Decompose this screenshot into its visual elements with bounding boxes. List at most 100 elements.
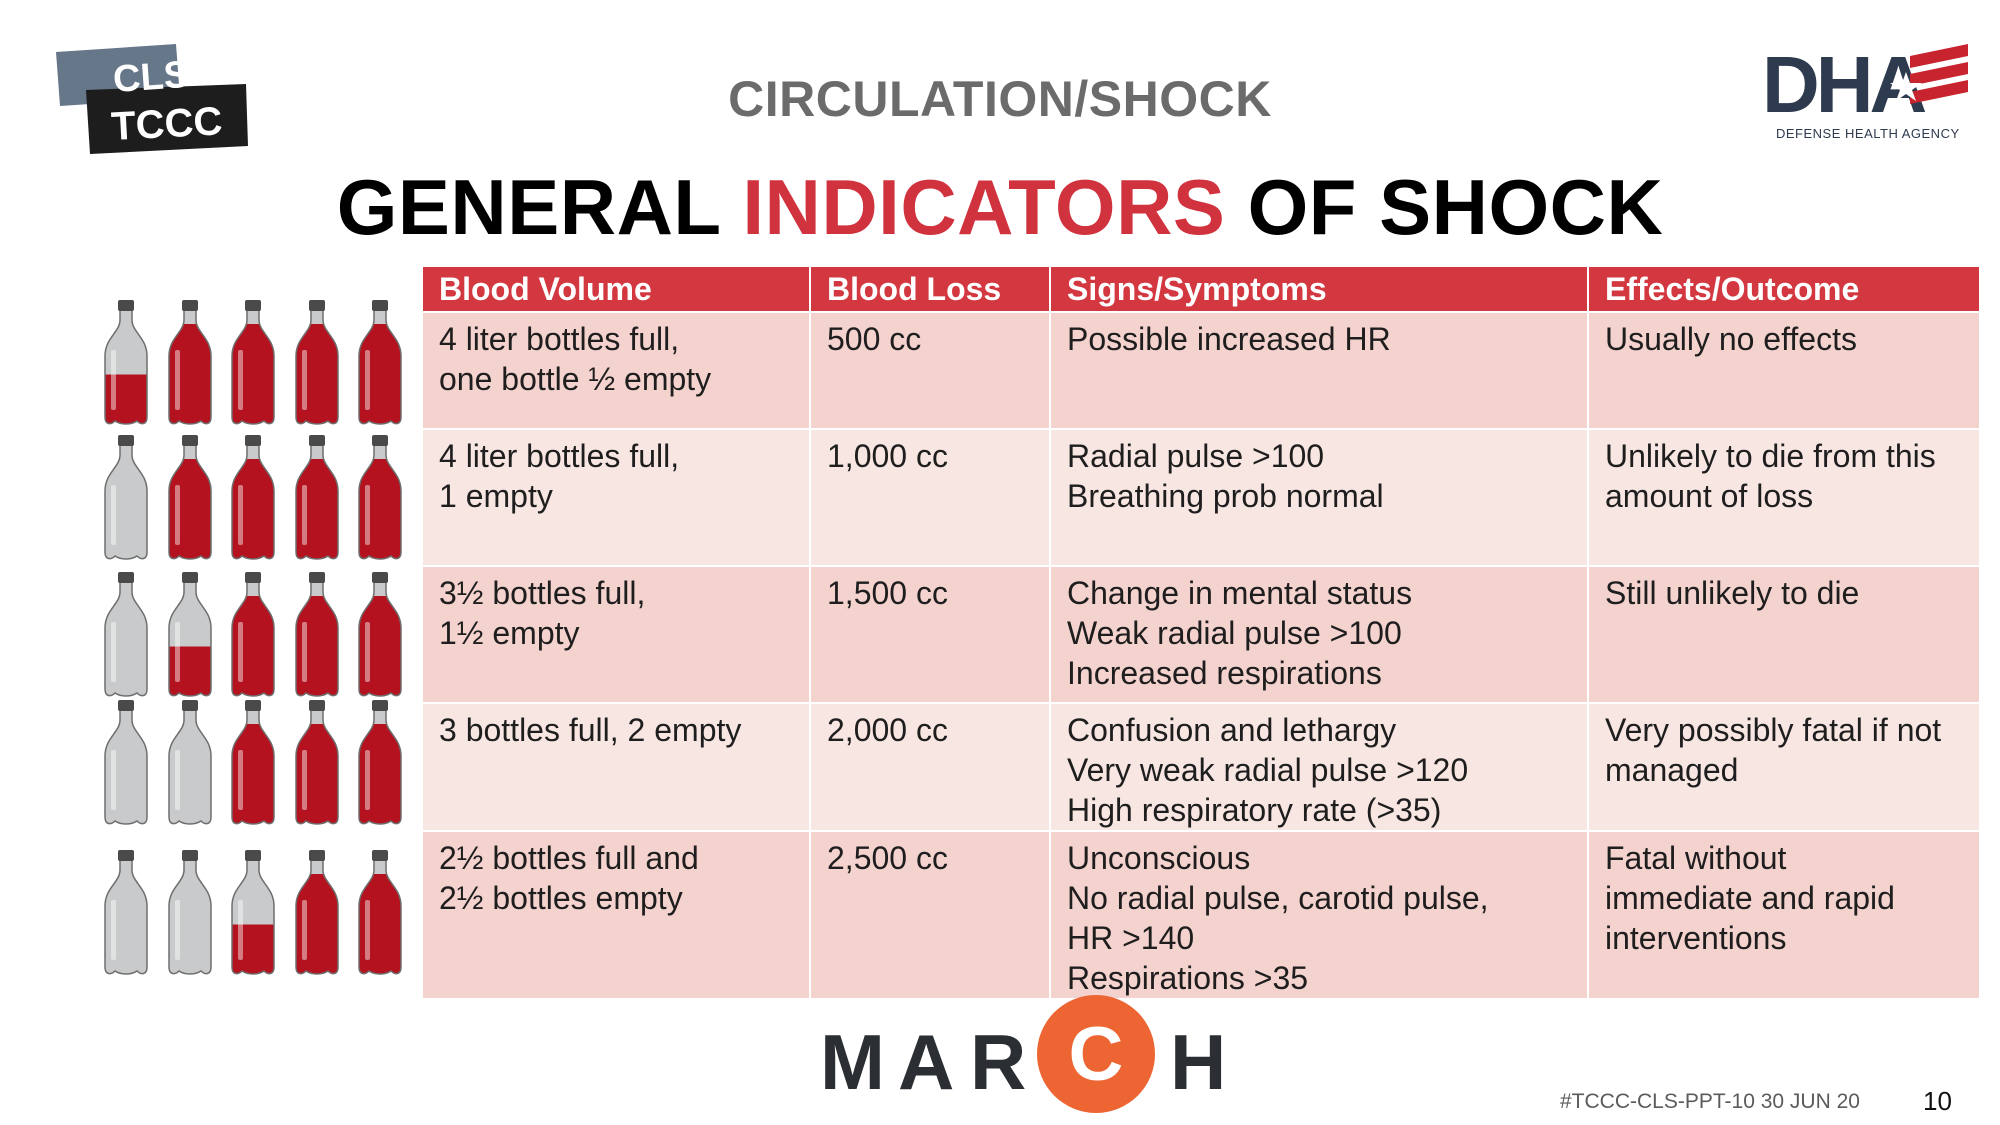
cell-line: 4 liter bottles full, xyxy=(439,438,680,474)
bottle-icon xyxy=(231,700,275,825)
cell-line: 1½ empty xyxy=(439,615,580,651)
column-header-blood-volume: Blood Volume xyxy=(421,265,811,313)
bottle-icon xyxy=(358,850,402,975)
bottle-blood-fill xyxy=(359,724,401,824)
bottle-icon xyxy=(295,850,339,975)
cell-line: 3½ bottles full, xyxy=(439,575,646,611)
bottle-blood-fill xyxy=(296,724,338,824)
cell-line: Change in mental status xyxy=(1067,575,1413,611)
cell-line: No radial pulse, carotid pulse, xyxy=(1067,880,1489,916)
cls-tccc-logo: CLS TCCC xyxy=(56,44,248,154)
title-part-1: GENERAL xyxy=(336,163,743,251)
bottle-icon xyxy=(168,572,212,697)
blood-loss-cell: 1,000 cc xyxy=(809,428,1051,567)
cell-line: Weak radial pulse >100 xyxy=(1067,615,1402,651)
cell-line: Confusion and lethargy xyxy=(1067,712,1397,748)
column-header-signs-symptoms: Signs/Symptoms xyxy=(1049,265,1589,313)
bottle-blood-fill xyxy=(169,646,211,696)
march-letter-a: A xyxy=(898,1018,955,1106)
cell-line: Fatal without xyxy=(1605,840,1787,876)
cell-line: Still unlikely to die xyxy=(1605,575,1860,611)
bottle-icon xyxy=(168,300,212,425)
bottle-icon xyxy=(358,300,402,425)
blood-loss-cell: 1,500 cc xyxy=(809,565,1051,704)
bottle-blood-fill xyxy=(232,324,274,424)
blood-volume-cell: 3 bottles full, 2 empty xyxy=(421,702,811,832)
cell-line: Increased respirations xyxy=(1067,655,1382,691)
dha-subtitle: DEFENSE HEALTH AGENCY xyxy=(1776,126,1960,141)
document-id: #TCCC-CLS-PPT-10 30 JUN 20 xyxy=(1560,1090,1860,1113)
title-part-2: OF SHOCK xyxy=(1225,163,1664,251)
cls-logo-text: CLS xyxy=(112,54,191,101)
blood-loss-cell: 500 cc xyxy=(809,311,1051,430)
dha-star-icon xyxy=(1890,72,1922,101)
bottle-icon xyxy=(168,700,212,825)
column-header-effects-outcome: Effects/Outcome xyxy=(1587,265,1981,313)
bottle-icon xyxy=(231,435,275,560)
signs-cell: Confusion and lethargy Very weak radial … xyxy=(1049,702,1589,832)
cell-line: 4 liter bottles full, xyxy=(439,321,680,357)
cell-line: 3 bottles full, 2 empty xyxy=(439,712,742,748)
bottle-icon xyxy=(104,700,148,825)
signs-cell: Possible increased HR xyxy=(1049,311,1589,430)
table-row: 4 liter bottles full, one bottle ½ empty… xyxy=(421,311,1981,430)
cell-line: Radial pulse >100 xyxy=(1067,438,1325,474)
cell-line: Unlikely to die from this xyxy=(1605,438,1936,474)
bottle-icon xyxy=(168,435,212,560)
column-header-blood-loss: Blood Loss xyxy=(809,265,1051,313)
march-highlight-circle xyxy=(1037,995,1155,1113)
march-letter-r: R xyxy=(970,1018,1027,1106)
effects-cell: Unlikely to die from this amount of loss xyxy=(1587,428,1981,567)
bottle-icon xyxy=(295,435,339,560)
bottle-icon xyxy=(295,572,339,697)
bottle-icon xyxy=(104,300,148,425)
page-title: GENERAL INDICATORS OF SHOCK xyxy=(0,162,2000,253)
cell-line: Respirations >35 xyxy=(1067,960,1309,996)
bottle-icon xyxy=(231,850,275,975)
bottle-blood-fill xyxy=(296,874,338,974)
cell-line: 1 empty xyxy=(439,478,553,514)
bottle-blood-fill xyxy=(296,459,338,559)
signs-cell: Radial pulse >100 Breathing prob normal xyxy=(1049,428,1589,567)
blood-volume-bottles xyxy=(104,300,402,975)
march-letter-m: M xyxy=(820,1018,885,1106)
signs-cell: Unconscious No radial pulse, carotid pul… xyxy=(1049,830,1589,1000)
bottle-blood-fill xyxy=(169,459,211,559)
bottle-blood-fill xyxy=(105,374,147,424)
blood-volume-cell: 4 liter bottles full, 1 empty xyxy=(421,428,811,567)
bottle-icon xyxy=(104,850,148,975)
march-logo: M A R C H xyxy=(820,995,1240,1120)
effects-cell: Still unlikely to die xyxy=(1587,565,1981,704)
table-header-row: Blood Volume Blood Loss Signs/Symptoms E… xyxy=(421,265,1981,313)
effects-cell: Very possibly fatal if not managed xyxy=(1587,702,1981,832)
bottle-blood-fill xyxy=(232,459,274,559)
bottle-icon xyxy=(231,300,275,425)
cell-line: 2½ bottles full and xyxy=(439,840,699,876)
cell-line: managed xyxy=(1605,752,1739,788)
bottle-blood-fill xyxy=(232,924,274,974)
cell-line: 2½ bottles empty xyxy=(439,880,683,916)
cell-line: Unconscious xyxy=(1067,840,1251,876)
title-accent: INDICATORS xyxy=(742,163,1226,251)
table-row: 4 liter bottles full, 1 empty 1,000 cc R… xyxy=(421,428,1981,567)
bottle-icon xyxy=(104,572,148,697)
cell-line: interventions xyxy=(1605,920,1787,956)
table-row: 3 bottles full, 2 empty 2,000 cc Confusi… xyxy=(421,702,1981,832)
cell-line: High respiratory rate (>35) xyxy=(1067,792,1442,828)
bottle-blood-fill xyxy=(232,596,274,696)
bottle-blood-fill xyxy=(359,459,401,559)
cell-line: Breathing prob normal xyxy=(1067,478,1384,514)
cell-line: Usually no effects xyxy=(1605,321,1857,357)
cell-line: Very weak radial pulse >120 xyxy=(1067,752,1469,788)
blood-loss-cell: 2,000 cc xyxy=(809,702,1051,832)
cell-line: amount of loss xyxy=(1605,478,1814,514)
bottle-icon xyxy=(358,572,402,697)
bottle-icon xyxy=(358,435,402,560)
table-row: 2½ bottles full and 2½ bottles empty 2,5… xyxy=(421,830,1981,1000)
effects-cell: Fatal without immediate and rapid interv… xyxy=(1587,830,1981,1000)
bottle-icon xyxy=(168,850,212,975)
blood-volume-cell: 4 liter bottles full, one bottle ½ empty xyxy=(421,311,811,430)
bottle-blood-fill xyxy=(359,874,401,974)
cell-line: immediate and rapid xyxy=(1605,880,1895,916)
bottle-blood-fill xyxy=(169,324,211,424)
